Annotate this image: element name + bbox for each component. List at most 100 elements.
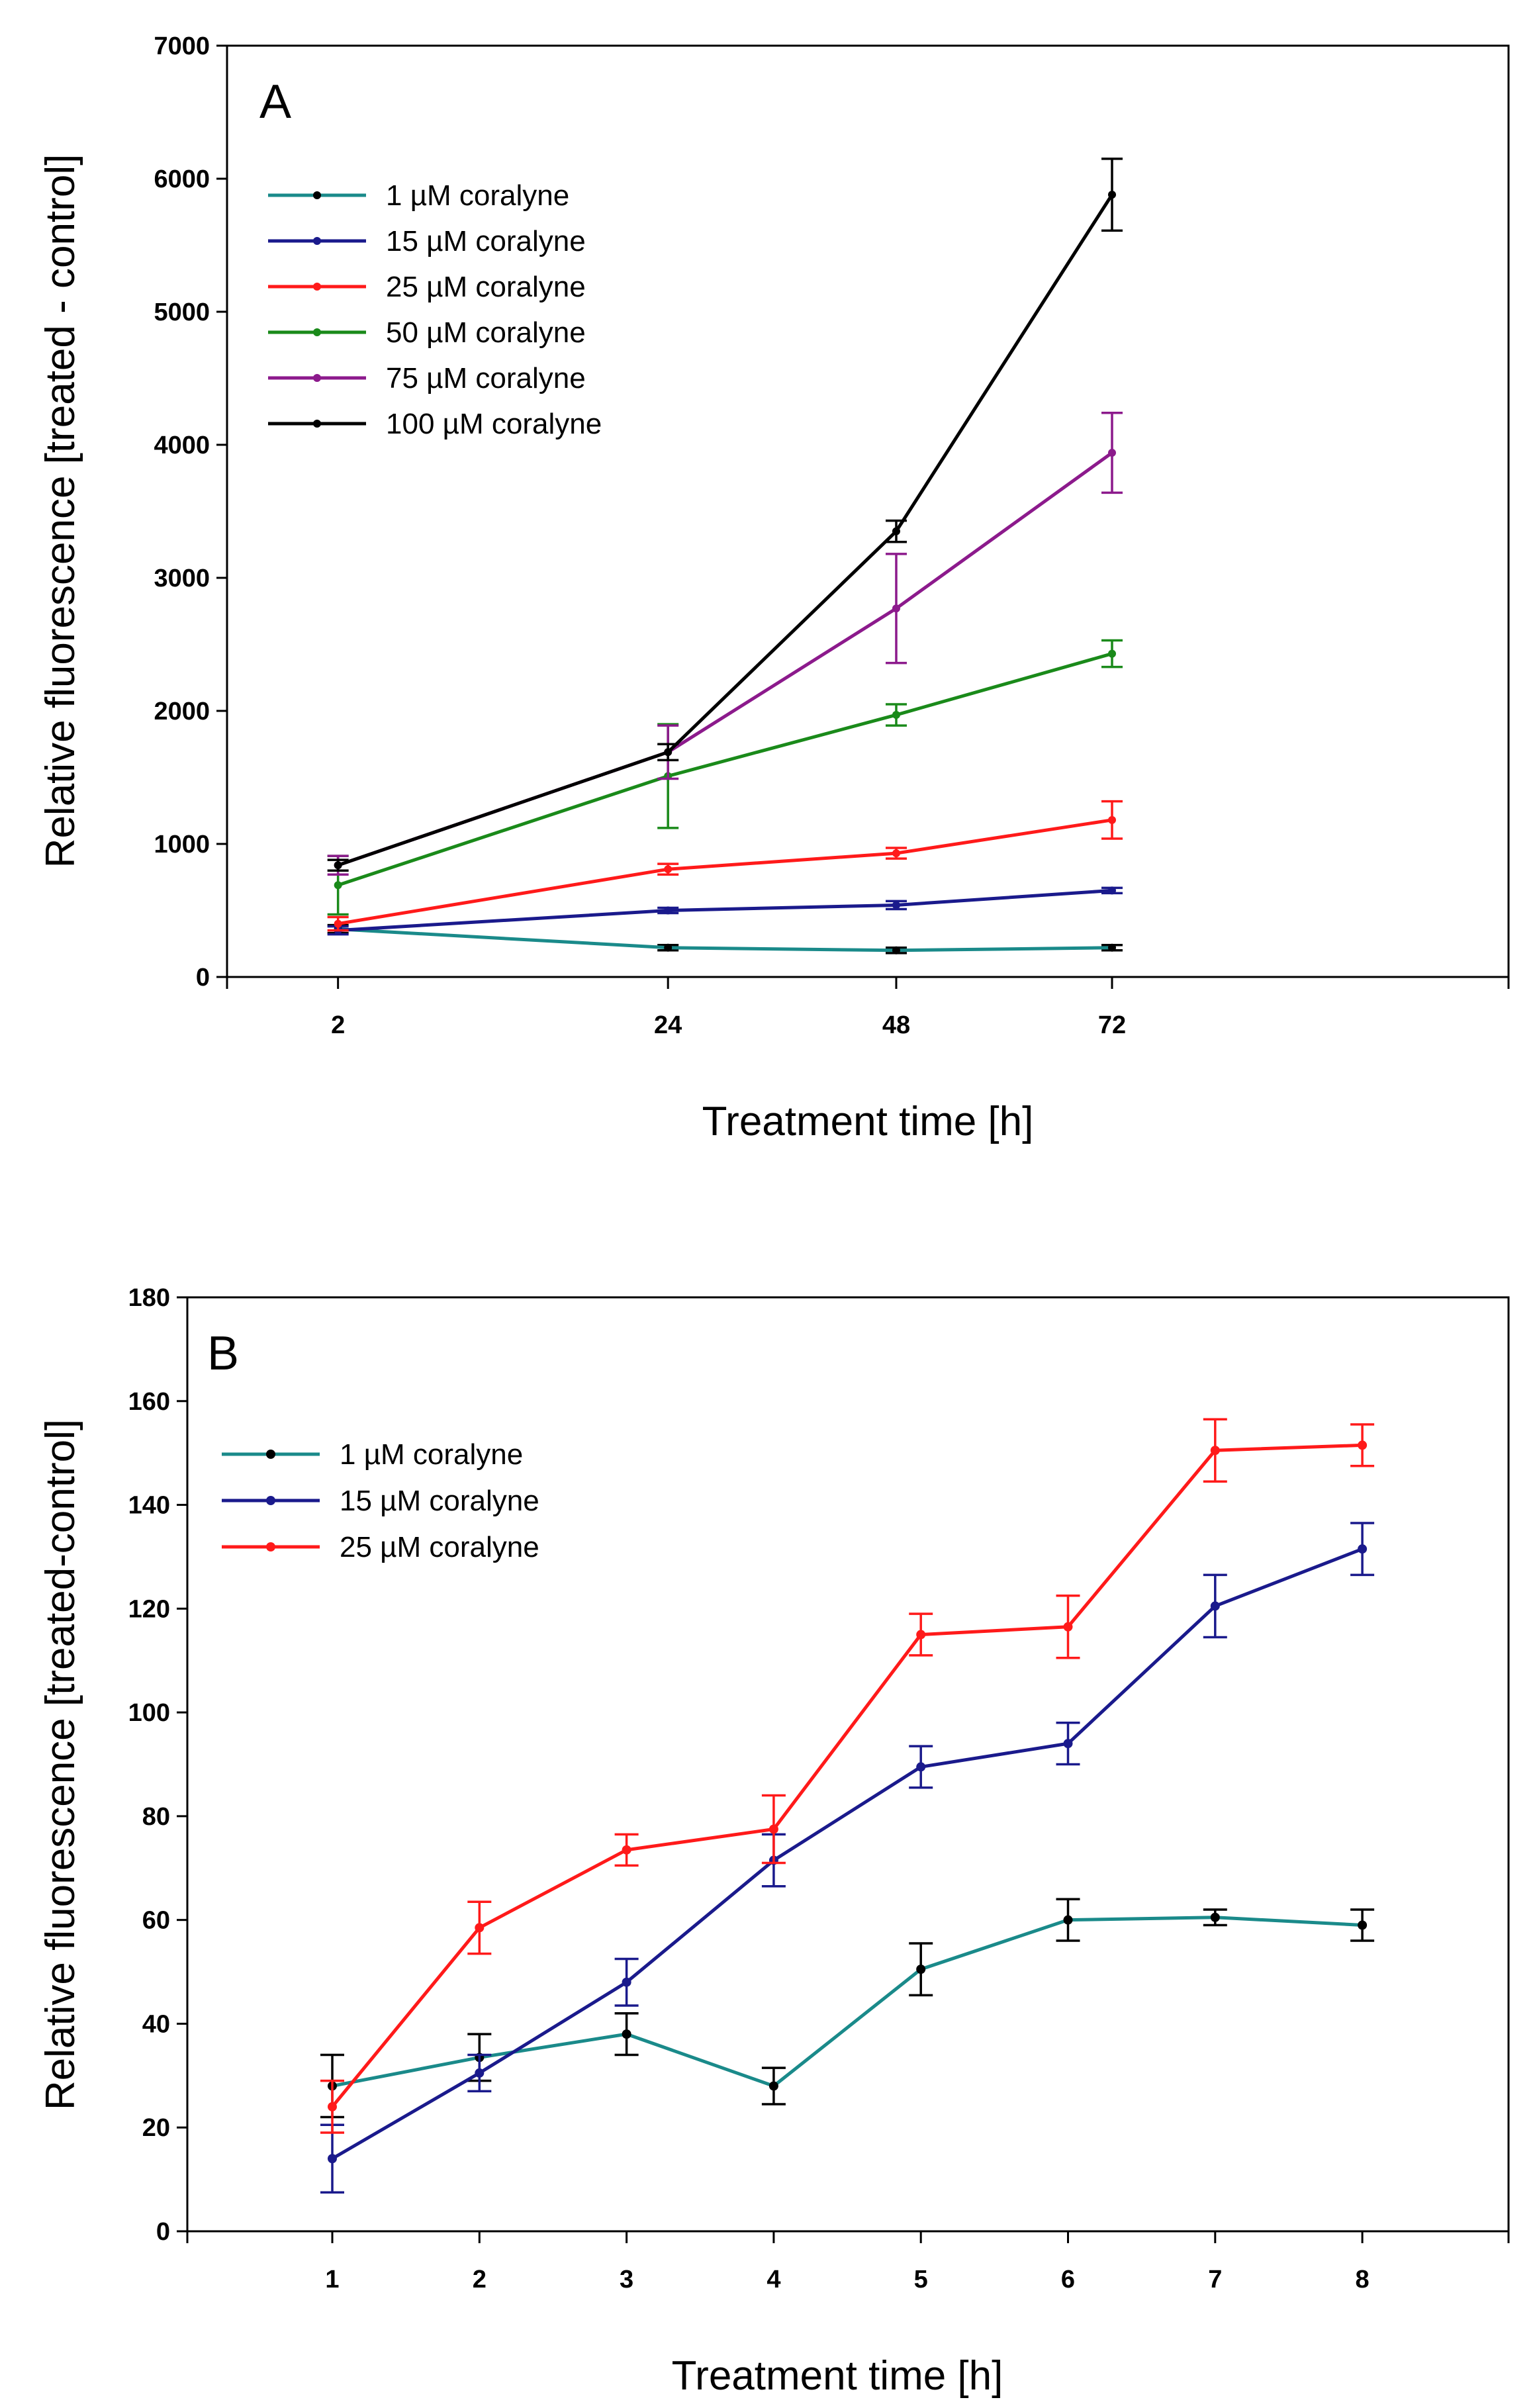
series-2-point [1210,1446,1220,1456]
series-5-line [337,193,1114,867]
panel-b-y-tick-label: 160 [128,1388,170,1416]
legend-3-label: 50 µM coralyne [386,316,586,349]
series-1-point [892,901,900,909]
series-1-point [664,906,673,915]
series-2-point [664,865,673,874]
panel-b-y-axis-title: Relative fluorescence [treated-control] [38,1419,83,2110]
panel-a-x-tick-label: 48 [882,1011,910,1039]
panel-a-y-tick-label: 1000 [154,831,210,858]
panel-a-y-tick-label: 7000 [154,32,210,60]
panel-a-plot-frame [226,44,1510,978]
panel-b-plot-frame [186,1296,1510,2233]
series-1-point [1210,1601,1220,1611]
series-2-point [768,1824,778,1834]
legend-1-marker [266,1496,275,1505]
series-0-point [892,946,900,954]
panel-a-x-tick-label: 2 [331,1011,345,1039]
panel-b-x-tick-label: 2 [473,2266,487,2293]
panel-b-x-tick-label: 1 [325,2266,339,2293]
series-2-line [338,818,1113,926]
series-5-point [892,527,900,535]
legend-0-label: 1 µM coralyne [340,1438,523,1471]
panel-b-x-axis-title: Treatment time [h] [672,2353,1003,2399]
legend-2-marker [266,1542,275,1551]
panel-b-y-tick-label: 20 [142,2114,170,2142]
series-1-line [331,1547,1364,2160]
legend-5-label: 100 µM coralyne [386,408,602,440]
panel-b-x-tick-label: 7 [1208,2266,1222,2293]
legend-2-label: 25 µM coralyne [386,271,586,303]
series-2-point [334,919,342,928]
series-1-point [1358,1544,1368,1554]
panel-b-letter: B [207,1327,239,1380]
legend-1-label: 15 µM coralyne [340,1485,539,1517]
panel-b-y-tick-label: 120 [128,1595,170,1623]
series-0-point [1210,1912,1220,1922]
legend-3-marker [313,328,321,336]
series-2-point [892,849,900,858]
series-1-point [475,2068,485,2078]
series-4-point [892,604,900,613]
panel-b-y-tick-label: 100 [128,1699,170,1727]
panel-a-x-tick-label: 24 [654,1011,682,1039]
series-3-line [337,652,1113,887]
series-0-point [1358,1920,1368,1930]
series-3-point [1108,649,1117,658]
legend-0-label: 1 µM coralyne [386,179,569,212]
series-5-point [334,861,342,870]
panel-a-x-axis-title: Treatment time [h] [702,1099,1034,1144]
series-5-point [1108,191,1117,199]
series-0-line [338,927,1113,952]
panel-a-y-tick-label: 5000 [154,299,210,326]
series-5-point [664,748,673,757]
panel-b-y-tick-label: 60 [142,1907,170,1935]
series-0-point [664,943,673,952]
panel-a-y-tick-label: 0 [196,964,210,992]
panel-a-y-tick-label: 3000 [154,565,210,592]
series-0-line [332,1916,1363,2088]
panel-b-y-tick-label: 140 [128,1492,170,1520]
series-0-point [1063,1915,1073,1925]
series-0-point [622,2029,631,2039]
series-0-point [768,2081,778,2091]
panel-b-chart: B 0 20 40 60 80 100 120 140 160 180 1 2 3 4 5 6 7 8 1 µM… [38,1284,1510,2399]
panel-b-x-tick-label: 8 [1356,2266,1370,2293]
legend-5-marker [313,420,321,428]
series-2-line [331,1443,1363,2108]
legend-1-marker [313,237,321,245]
legend-2-label: 25 µM coralyne [340,1531,539,1563]
panel-b-x-tick-label: 4 [767,2266,780,2293]
legend-4-label: 75 µM coralyne [386,362,586,394]
series-3-point [334,881,342,890]
series-1-point [328,2154,337,2164]
panel-a-y-axis-title: Relative fluorescence [treated - control… [38,154,83,868]
series-3-point [892,711,900,719]
panel-b-y-tick-label: 0 [156,2218,170,2246]
panel-b-y-tick-label: 180 [128,1284,170,1312]
panel-a-letter: A [259,75,291,128]
panel-b-y-tick-label: 40 [142,2010,170,2038]
series-1-point [916,1762,926,1772]
series-4-point [1108,449,1117,457]
series-2-point [328,2102,337,2111]
panel-a-x-tick-label: 72 [1098,1011,1126,1039]
panel-b-x-tick-label: 6 [1061,2266,1075,2293]
series-1-line [338,888,1113,933]
series-0-point [916,1965,926,1974]
series-2-point [916,1630,926,1640]
series-0-point [1108,943,1117,952]
panel-a-y-tick-label: 6000 [154,165,210,193]
series-2-point [1358,1440,1368,1450]
series-2-point [622,1845,631,1855]
series-2-point [1108,815,1117,824]
series-2-point [475,1923,485,1933]
legend-2-marker [313,283,321,291]
legend-4-marker [313,374,321,382]
legend-1-label: 15 µM coralyne [386,225,586,257]
panel-a-y-tick-label: 2000 [154,698,210,725]
legend-0-marker [313,191,321,199]
series-1-point [1063,1739,1073,1749]
series-1-point [622,1977,631,1987]
panel-b-y-tick-label: 80 [142,1803,170,1831]
